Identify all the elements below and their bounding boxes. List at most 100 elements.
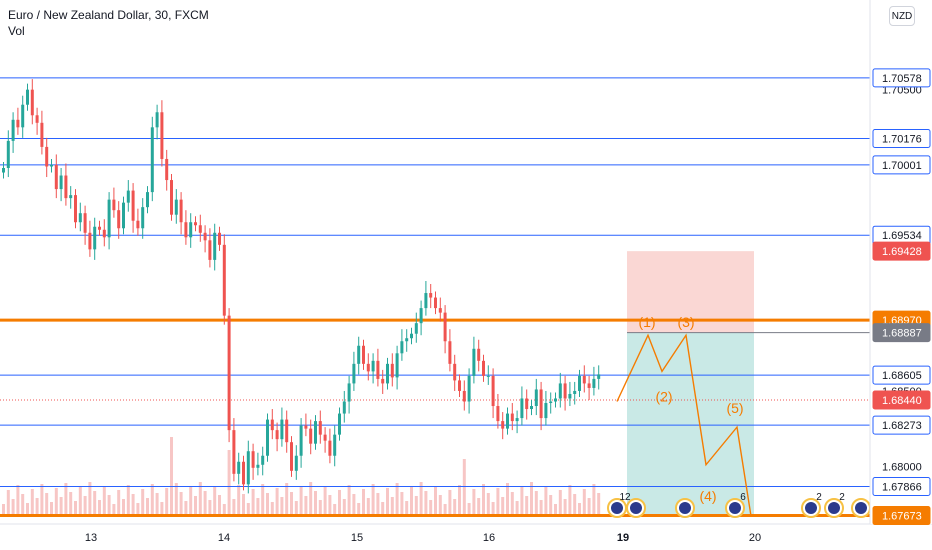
event-marker[interactable]: 2 — [801, 492, 822, 518]
price-badge[interactable]: 1.68887 — [872, 323, 931, 343]
volume-indicator-label[interactable]: Vol — [8, 24, 25, 38]
candle-body — [227, 315, 231, 431]
level-badge[interactable]: 1.68273 — [872, 415, 931, 435]
level-badge[interactable]: 1.70176 — [872, 128, 931, 148]
candle-body — [573, 390, 577, 394]
volume-bar — [506, 483, 509, 516]
candle-body — [390, 363, 394, 378]
event-count: 12 — [619, 492, 631, 503]
candle-body — [501, 421, 505, 429]
volume-bar — [256, 498, 260, 516]
chart-title: Euro / New Zealand Dollar, 30, FXCM — [8, 8, 209, 22]
price-badge[interactable]: 1.69428 — [872, 241, 931, 261]
volume-bar — [395, 483, 399, 516]
horizontal-levels[interactable] — [0, 77, 870, 518]
candle-body — [429, 293, 433, 298]
wave-label[interactable]: (3) — [677, 314, 694, 330]
event-marker[interactable]: 6 — [725, 492, 746, 518]
candle-body — [352, 363, 356, 384]
volume-bar — [35, 498, 39, 516]
wave-path[interactable] — [616, 333, 752, 517]
volume-bar — [299, 487, 303, 516]
wave-label[interactable]: (2) — [655, 388, 672, 404]
candle-body — [160, 112, 164, 159]
economic-events[interactable]: 12 6 2 2 — [607, 492, 871, 518]
candle-body — [189, 222, 193, 238]
volume-bar — [69, 492, 73, 516]
volume-bar — [549, 495, 553, 516]
volume-bar — [539, 500, 543, 516]
candle-body — [462, 390, 466, 402]
event-marker[interactable]: 2 — [824, 492, 845, 518]
candle-body — [208, 240, 212, 260]
event-marker[interactable] — [626, 498, 646, 518]
event-marker[interactable] — [675, 498, 695, 518]
candle-body — [69, 195, 73, 199]
volume-bar — [453, 499, 457, 516]
time-tick: 20 — [749, 532, 761, 544]
candle-body — [342, 401, 346, 414]
wave-label[interactable]: (1) — [638, 314, 655, 330]
volume-bar — [429, 500, 433, 516]
candle-body — [477, 348, 481, 361]
event-marker[interactable] — [851, 498, 871, 518]
level-badge[interactable]: 1.68605 — [872, 365, 931, 385]
candle-body — [6, 140, 10, 168]
currency-button[interactable]: NZD — [889, 6, 915, 26]
volume-bar — [434, 486, 437, 516]
candle-body — [453, 363, 457, 381]
volume-bar — [371, 484, 375, 516]
candle-body — [424, 293, 428, 309]
volume-bar — [342, 499, 346, 516]
volume-bar — [578, 503, 581, 516]
volume-bar — [98, 500, 101, 516]
price-axis[interactable]: 1.705001.685001.680001.705781.701761.700… — [869, 0, 932, 526]
time-axis[interactable]: 13 14 15 16 19 20 — [0, 523, 932, 550]
volume-bar — [246, 503, 250, 516]
candle-body — [112, 199, 116, 211]
volume-bar — [573, 494, 577, 516]
svg-text:1.68605: 1.68605 — [882, 370, 922, 382]
volume-bar — [438, 495, 442, 516]
elliott-wave-projection[interactable]: (1) (2) (3) (4) (5) — [616, 314, 752, 517]
candle-body — [179, 199, 183, 223]
candle-body — [213, 232, 217, 260]
candle-body — [448, 341, 452, 364]
volume-bar — [194, 496, 197, 516]
price-badge[interactable]: 1.68440 — [872, 390, 931, 410]
volume-bar — [170, 437, 173, 516]
level-badge[interactable]: 1.67866 — [872, 476, 931, 496]
wave-label[interactable]: (4) — [699, 488, 716, 504]
candle-body — [592, 378, 596, 388]
volume-bar — [184, 501, 188, 516]
volume-bar — [410, 487, 413, 516]
candle-body — [482, 360, 485, 376]
level-badge[interactable]: 1.70578 — [872, 68, 931, 88]
candle-body — [554, 398, 557, 402]
key-level-badge[interactable]: 1.67673 — [872, 506, 931, 526]
candle-body — [165, 158, 169, 181]
candle-body — [50, 164, 53, 167]
candle-body — [275, 430, 279, 440]
candle-body — [83, 213, 87, 233]
event-marker[interactable]: 12 — [607, 492, 631, 518]
wave-label[interactable]: (5) — [726, 400, 743, 416]
candle-body — [491, 375, 495, 407]
candle-body — [386, 363, 389, 384]
candle-body — [434, 297, 437, 309]
volume-bar — [40, 484, 44, 516]
candle-body — [98, 226, 101, 230]
svg-text:1.70578: 1.70578 — [882, 73, 922, 85]
time-tick: 14 — [218, 532, 230, 544]
level-badge[interactable]: 1.69534 — [872, 225, 931, 245]
candle-body — [256, 464, 260, 468]
candle-body — [194, 222, 197, 226]
svg-text:1.68273: 1.68273 — [882, 420, 922, 432]
volume-bar — [78, 487, 82, 516]
volume-bar — [486, 493, 490, 516]
candle-body — [102, 229, 106, 238]
candle-body — [117, 210, 121, 229]
position-tool[interactable] — [627, 251, 870, 516]
level-badge[interactable]: 1.70001 — [872, 155, 931, 175]
